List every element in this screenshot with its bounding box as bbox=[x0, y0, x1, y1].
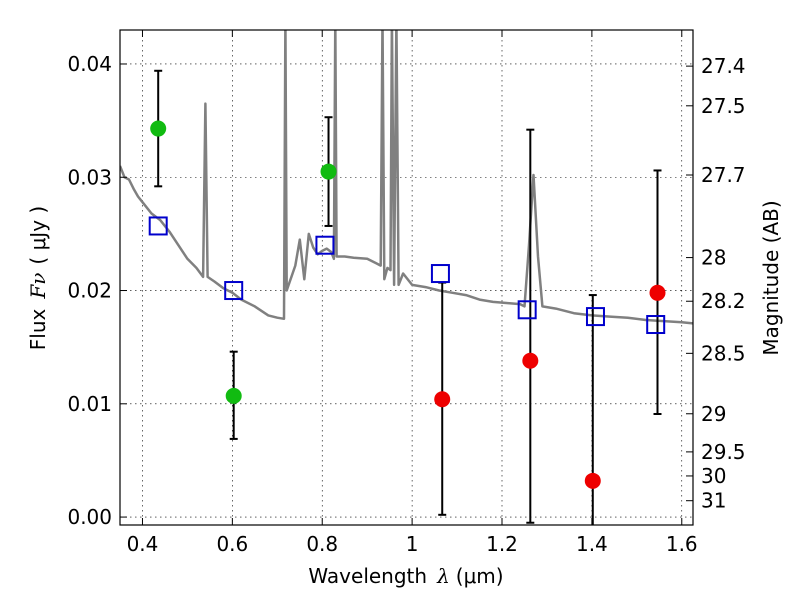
magnitude-tick-label: 27.4 bbox=[701, 54, 746, 78]
model-point bbox=[224, 281, 244, 301]
observed-photometry-points bbox=[150, 120, 666, 489]
model-point bbox=[517, 300, 537, 320]
red-observed-point bbox=[434, 391, 451, 408]
green-observed-point bbox=[320, 163, 337, 180]
model-point bbox=[585, 307, 605, 327]
red-observed-point bbox=[522, 352, 539, 369]
magnitude-tick-label: 31 bbox=[701, 489, 726, 513]
green-observed-point bbox=[225, 387, 242, 404]
x-axis-title-text: Wavelength bbox=[308, 564, 427, 588]
magnitude-tick-label: 29.5 bbox=[701, 440, 746, 464]
x-axis-title-symbol: λ bbox=[436, 564, 450, 588]
x-tick-label: 1.4 bbox=[576, 532, 608, 556]
green-observed-point bbox=[150, 120, 167, 137]
red-observed-point bbox=[584, 472, 601, 489]
y-axis-title: Flux Fν ( μJy ) bbox=[26, 206, 50, 350]
y-tick-label: 0.01 bbox=[67, 392, 112, 416]
model-point bbox=[430, 264, 450, 284]
magnitude-tick-label: 27.5 bbox=[701, 94, 746, 118]
magnitude-axis-title: Magnitude (AB) bbox=[759, 200, 783, 355]
y-axis-title-symbol: Fν bbox=[26, 273, 50, 300]
y-axis-ticks: 0.00 0.01 0.02 0.03 0.04 bbox=[67, 52, 127, 529]
y-tick-label: 0.00 bbox=[67, 505, 112, 529]
x-tick-label: 1 bbox=[406, 532, 419, 556]
model-point bbox=[148, 216, 168, 236]
magnitude-tick-label: 29 bbox=[701, 402, 726, 426]
x-tick-label: 1.2 bbox=[486, 532, 518, 556]
magnitude-tick-label: 28.5 bbox=[701, 341, 746, 365]
x-axis-ticks: 0.4 0.6 0.8 1 1.2 1.4 1.6 bbox=[127, 30, 698, 556]
x-axis-title: Wavelength λ (μm) bbox=[308, 564, 503, 588]
red-observed-point bbox=[649, 284, 666, 301]
x-tick-label: 1.6 bbox=[666, 532, 698, 556]
magnitude-tick-label: 28 bbox=[701, 246, 726, 270]
model-point bbox=[646, 315, 666, 335]
plot-frame bbox=[119, 29, 694, 526]
y-axis-title-unit: ( μJy ) bbox=[26, 206, 50, 265]
x-tick-label: 0.8 bbox=[306, 532, 338, 556]
y-tick-label: 0.02 bbox=[67, 279, 112, 303]
model-point bbox=[315, 235, 335, 255]
magnitude-tick-label: 28.2 bbox=[701, 289, 746, 313]
grid bbox=[120, 30, 693, 525]
y-axis-title-text: Flux bbox=[26, 308, 50, 350]
model-photometry-points bbox=[148, 216, 666, 335]
magnitude-tick-label: 27.7 bbox=[701, 163, 746, 187]
y-tick-label: 0.03 bbox=[67, 165, 112, 189]
x-tick-label: 0.6 bbox=[216, 532, 248, 556]
model-spectrum-line bbox=[120, 30, 693, 325]
magnitude-tick-label: 30 bbox=[701, 464, 726, 488]
x-tick-label: 0.4 bbox=[127, 532, 159, 556]
x-axis-title-unit: (μm) bbox=[456, 564, 504, 588]
y-tick-label: 0.04 bbox=[67, 52, 112, 76]
